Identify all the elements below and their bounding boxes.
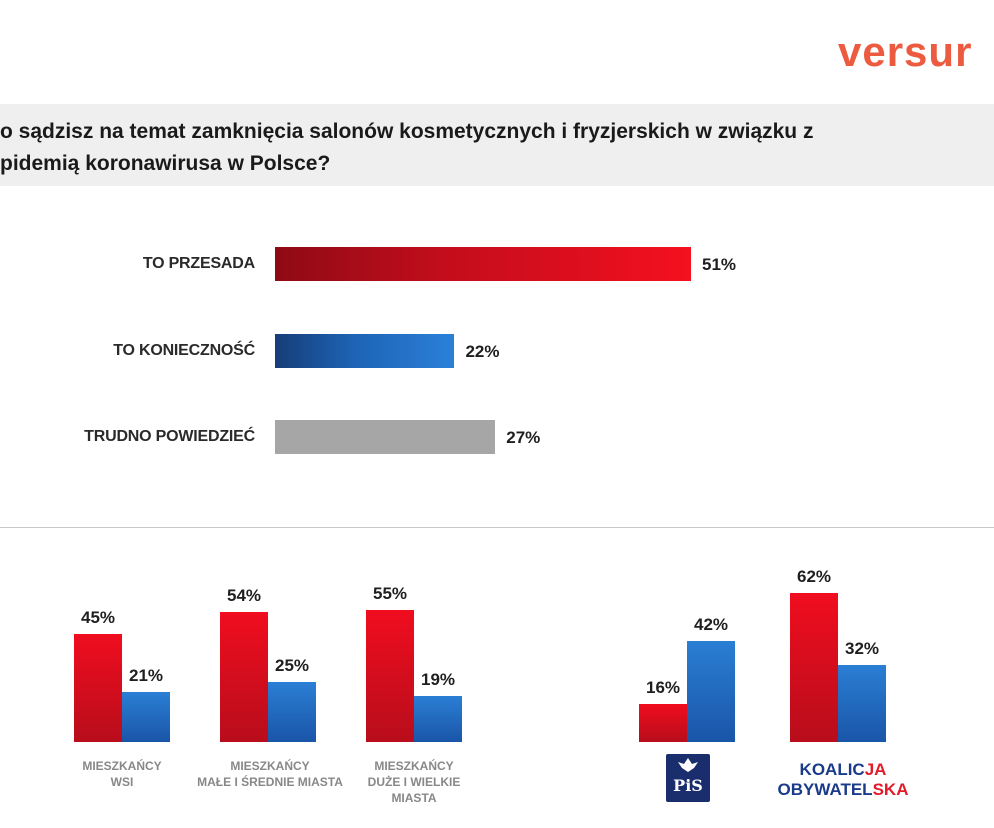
category-label: TO PRZESADA — [142, 255, 255, 272]
category-label-line: MIASTA — [391, 791, 437, 805]
question-line-1: o sądzisz na temat zamknięcia salonów ko… — [0, 120, 814, 143]
bar — [220, 612, 268, 742]
data-label: 55% — [372, 584, 408, 603]
category-label: MIESZKAŃCY WSI — [60, 758, 184, 790]
data-label: 42% — [693, 615, 729, 635]
bar — [122, 691, 170, 742]
bar — [275, 334, 455, 368]
data-label: 27% — [506, 428, 541, 447]
data-label: 62% — [796, 567, 832, 587]
category-label: TO KONIECZNOŚĆ — [113, 342, 255, 359]
pis-party-logo: PiS — [666, 754, 710, 802]
data-label: 45% — [80, 608, 116, 627]
ko-logo-part1: KOALIC — [799, 760, 865, 779]
bar — [275, 420, 496, 454]
question-line-2: pidemią koronawirusa w Polsce? — [0, 152, 331, 175]
category-label-line: MIESZKAŃCY — [230, 759, 310, 773]
data-label: 32% — [844, 639, 880, 659]
bar — [414, 696, 462, 742]
question-banner: o sądzisz na temat zamknięcia salonów ko… — [0, 104, 994, 186]
category-label-line: MAŁE I ŚREDNIE MIASTA — [197, 775, 343, 789]
bar — [275, 247, 691, 281]
data-label: 19% — [420, 670, 456, 690]
category-label: MIESZKAŃCY DUŻE I WIELKIE MIASTA — [352, 758, 476, 806]
category-label-line: MIESZKAŃCY — [374, 759, 454, 773]
category-label: MIESZKAŃCY MAŁE I ŚREDNIE MIASTA — [180, 758, 360, 790]
bar — [366, 610, 414, 742]
pis-logo-text: PiS — [673, 776, 703, 795]
bar — [268, 682, 316, 742]
data-label: 54% — [226, 586, 262, 606]
ko-logo-part4: SKA — [872, 780, 909, 799]
data-label: 21% — [128, 665, 164, 685]
data-label: 51% — [702, 255, 737, 274]
brand-logo: versur — [838, 28, 973, 75]
category-label: TRUDNO POWIEDZIEĆ — [84, 428, 255, 445]
ko-logo-part3: OBYWATEL — [777, 780, 873, 799]
section-divider — [0, 527, 994, 528]
category-label-line: WSI — [110, 775, 134, 789]
bar — [790, 593, 838, 742]
bar — [639, 703, 687, 742]
data-label: 22% — [465, 342, 500, 361]
eagle-icon — [678, 758, 698, 772]
bar — [74, 634, 122, 742]
data-label: 25% — [274, 656, 310, 675]
category-label-line: DUŻE I WIELKIE — [367, 775, 461, 789]
data-label: 16% — [645, 677, 681, 697]
category-label-line: MIESZKAŃCY — [82, 759, 162, 773]
bar — [687, 641, 735, 742]
ko-party-logo: KOALICJA OBYWATELSKA — [768, 760, 918, 800]
ko-logo-part2: JA — [864, 760, 887, 779]
bar — [838, 665, 886, 742]
